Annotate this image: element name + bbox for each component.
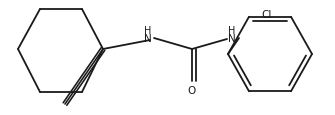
Text: H: H <box>144 26 152 36</box>
Text: N: N <box>228 34 236 44</box>
Text: Cl: Cl <box>261 10 271 20</box>
Text: O: O <box>188 85 196 95</box>
Text: H: H <box>228 26 236 36</box>
Text: N: N <box>144 34 152 44</box>
